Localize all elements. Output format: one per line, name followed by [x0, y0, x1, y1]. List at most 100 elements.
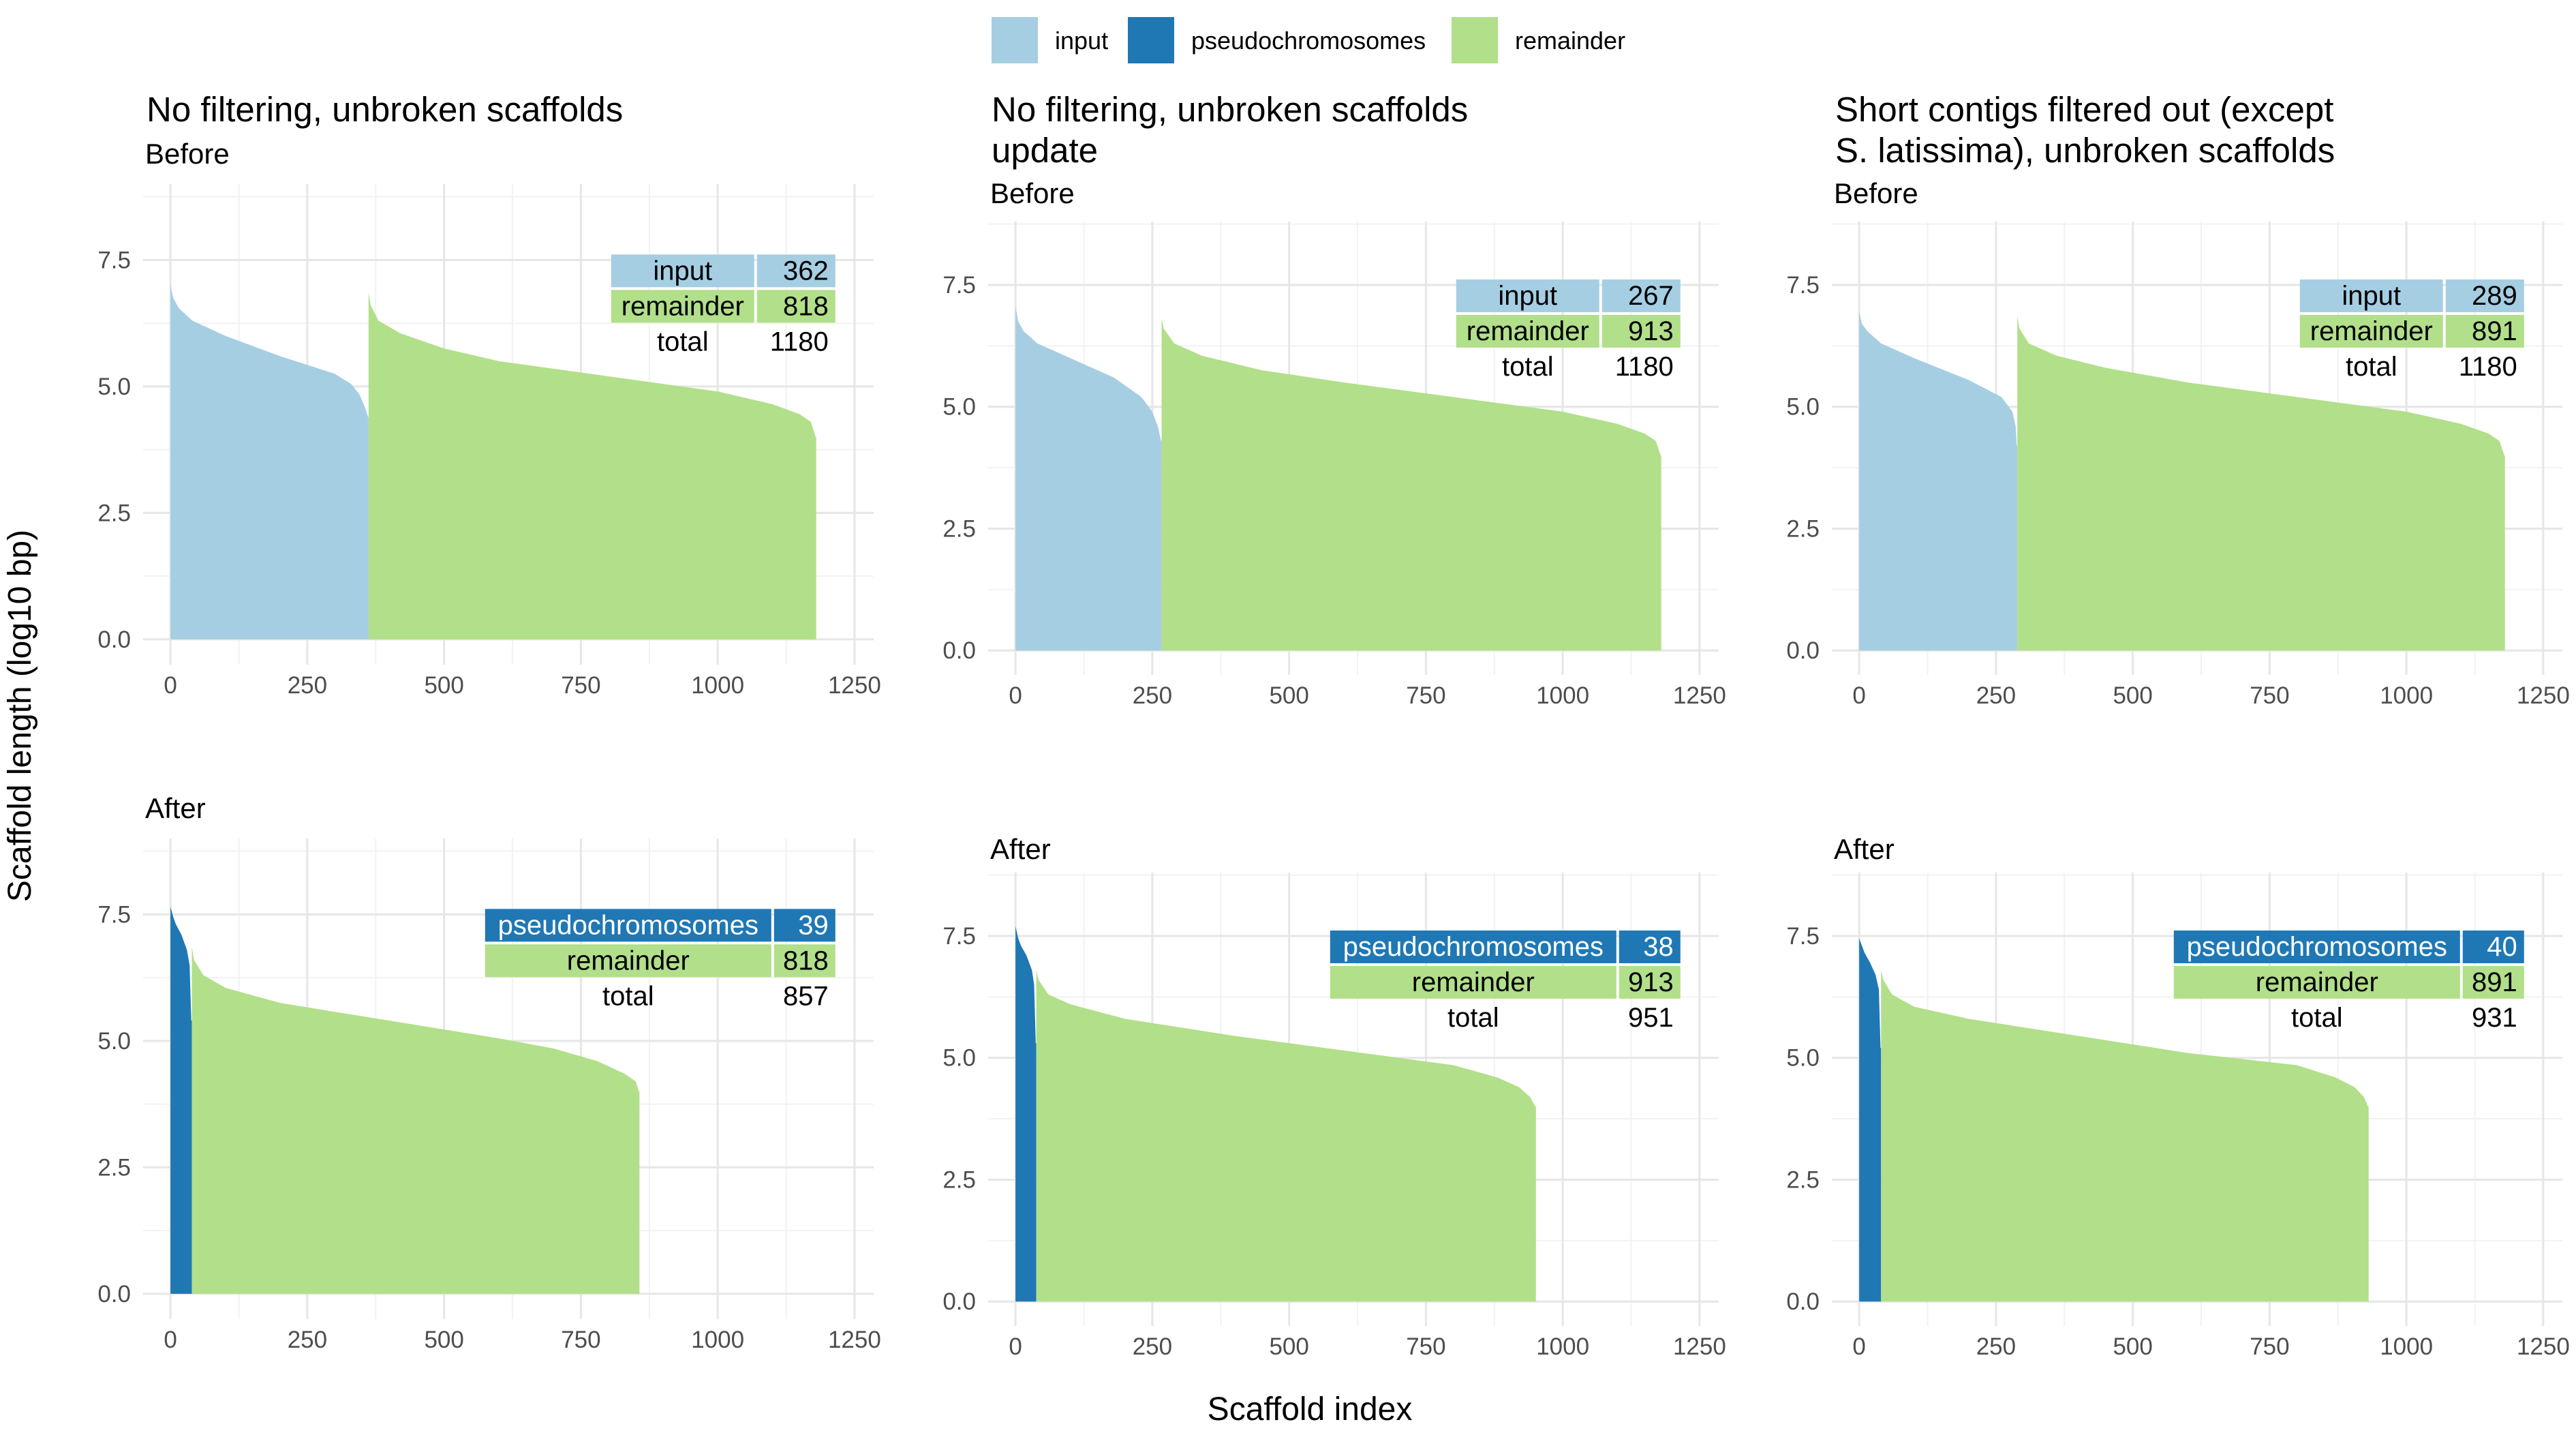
- x-tick-label: 500: [2113, 682, 2152, 709]
- x-tick-label: 250: [1976, 682, 2016, 709]
- x-tick-label: 250: [1133, 682, 1172, 709]
- x-tick-label: 250: [1976, 1333, 2016, 1360]
- table-label-pseudochromosomes: pseudochromosomes: [2187, 932, 2447, 962]
- legend: input pseudochromosomes remainder: [992, 17, 1625, 63]
- legend-swatch-pseudochromosomes: [1128, 17, 1174, 63]
- table-label-remainder: remainder: [1412, 967, 1535, 997]
- table-label-total: total: [2346, 352, 2397, 382]
- table-value-total: 951: [1628, 1003, 1674, 1033]
- y-tick-label: 7.5: [1786, 272, 1820, 299]
- table-label-input: input: [2342, 281, 2401, 311]
- table-value-remainder: 818: [783, 946, 829, 976]
- summary-table: pseudochromosomes 40 remainder 891 total 931: [2173, 930, 2524, 1033]
- table-value-pseudochromosomes: 38: [1643, 932, 1674, 962]
- table-label-total: total: [1502, 352, 1554, 382]
- y-tick-label: 7.5: [97, 901, 131, 928]
- y-tick-label: 0.0: [1786, 1288, 1820, 1315]
- x-tick-label: 1250: [2517, 682, 2570, 709]
- y-tick-label: 5.0: [942, 1045, 976, 1072]
- table-label-remainder: remainder: [1467, 316, 1589, 346]
- area-input: [1015, 307, 1162, 651]
- x-tick-label: 750: [561, 1327, 600, 1353]
- table-label-input: input: [1498, 281, 1557, 311]
- table-value-remainder: 913: [1628, 316, 1674, 346]
- x-tick-label: 750: [2250, 1333, 2289, 1360]
- x-tick-label: 500: [2113, 1333, 2152, 1360]
- table-label-remainder: remainder: [567, 946, 690, 976]
- table-value-pseudochromosomes: 39: [798, 910, 829, 940]
- x-tick-label: 1250: [1673, 682, 1726, 709]
- y-tick-label: 2.5: [942, 1166, 976, 1193]
- y-tick-label: 5.0: [942, 394, 976, 421]
- legend-label-remainder: remainder: [1515, 27, 1625, 55]
- panel-5: After 0.0 2.5 5.0 7.5 0 250 500 750 1000 1250 pseud…: [942, 833, 1726, 1360]
- x-tick-label: 750: [1406, 1333, 1445, 1360]
- x-tick-label: 750: [2250, 682, 2289, 709]
- area-pseudochromosomes: [1015, 926, 1037, 1302]
- area-remainder: [1161, 319, 1661, 651]
- x-tick-label: 250: [288, 1327, 327, 1353]
- panel-subtitle: After: [1834, 833, 1895, 865]
- area-pseudochromosomes: [1859, 938, 1882, 1302]
- table-label-remainder: remainder: [2310, 316, 2433, 346]
- x-tick-label: 1250: [828, 672, 881, 699]
- y-tick-label: 5.0: [1786, 394, 1820, 421]
- y-tick-label: 0.0: [97, 626, 131, 653]
- y-tick-label: 0.0: [97, 1281, 131, 1308]
- table-label-remainder: remainder: [2256, 967, 2378, 997]
- y-tick-label: 0.0: [1786, 637, 1820, 664]
- panel-subtitle: After: [990, 833, 1051, 865]
- x-tick-label: 1000: [1536, 1333, 1589, 1360]
- summary-table: input 267 remainder 913 total 1180: [1456, 279, 1681, 382]
- table-value-total: 1180: [1615, 352, 1674, 382]
- y-tick-label: 5.0: [97, 1028, 131, 1055]
- panel-title-line: No filtering, unbroken scaffolds: [147, 90, 623, 129]
- x-tick-label: 0: [1852, 682, 1865, 709]
- y-tick-label: 7.5: [942, 272, 976, 299]
- panels: No filtering, unbroken scaffolds Before 0.…: [97, 90, 2569, 1360]
- area-remainder: [1036, 970, 1536, 1302]
- table-label-total: total: [1447, 1003, 1499, 1033]
- x-tick-label: 500: [424, 672, 463, 699]
- table-label-pseudochromosomes: pseudochromosomes: [498, 910, 758, 940]
- table-value-input: 362: [783, 256, 829, 286]
- table-label-input: input: [653, 256, 712, 286]
- table-value-remainder: 891: [2472, 316, 2517, 346]
- table-value-total: 1180: [2459, 352, 2517, 382]
- x-tick-label: 250: [288, 672, 327, 699]
- y-tick-label: 5.0: [1786, 1045, 1820, 1072]
- table-value-total: 857: [783, 981, 829, 1011]
- panel-subtitle: After: [145, 792, 206, 824]
- table-value-remainder: 913: [1628, 967, 1674, 997]
- table-value-pseudochromosomes: 40: [2487, 932, 2517, 962]
- x-tick-label: 750: [561, 672, 600, 699]
- y-tick-label: 0.0: [942, 637, 976, 664]
- panel-subtitle: Before: [990, 177, 1075, 209]
- y-tick-label: 7.5: [942, 923, 976, 950]
- x-tick-label: 500: [424, 1327, 463, 1353]
- y-tick-label: 2.5: [1786, 515, 1820, 542]
- x-tick-label: 250: [1133, 1333, 1172, 1360]
- table-label-total: total: [602, 981, 654, 1011]
- y-tick-label: 2.5: [1786, 1166, 1820, 1193]
- y-tick-label: 7.5: [1786, 923, 1820, 950]
- table-label-total: total: [2291, 1003, 2343, 1033]
- x-tick-label: 1250: [2517, 1333, 2570, 1360]
- summary-table: pseudochromosomes 38 remainder 913 total 951: [1330, 930, 1681, 1033]
- area-remainder: [2017, 316, 2505, 651]
- y-tick-label: 0.0: [942, 1288, 976, 1315]
- x-tick-label: 0: [1009, 1333, 1022, 1360]
- table-value-total: 1180: [770, 327, 829, 357]
- table-value-remainder: 818: [783, 291, 829, 321]
- area-remainder: [191, 947, 640, 1294]
- legend-label-pseudochromosomes: pseudochromosomes: [1191, 27, 1426, 55]
- legend-swatch-input: [992, 17, 1038, 63]
- x-tick-label: 0: [164, 1327, 177, 1353]
- panel-6: After 0.0 2.5 5.0 7.5 0 250 500 750 1000 1250 pseud…: [1786, 833, 2569, 1360]
- table-value-input: 289: [2472, 281, 2517, 311]
- y-tick-label: 2.5: [97, 1154, 131, 1181]
- x-tick-label: 1000: [1536, 682, 1589, 709]
- legend-label-input: input: [1055, 27, 1108, 55]
